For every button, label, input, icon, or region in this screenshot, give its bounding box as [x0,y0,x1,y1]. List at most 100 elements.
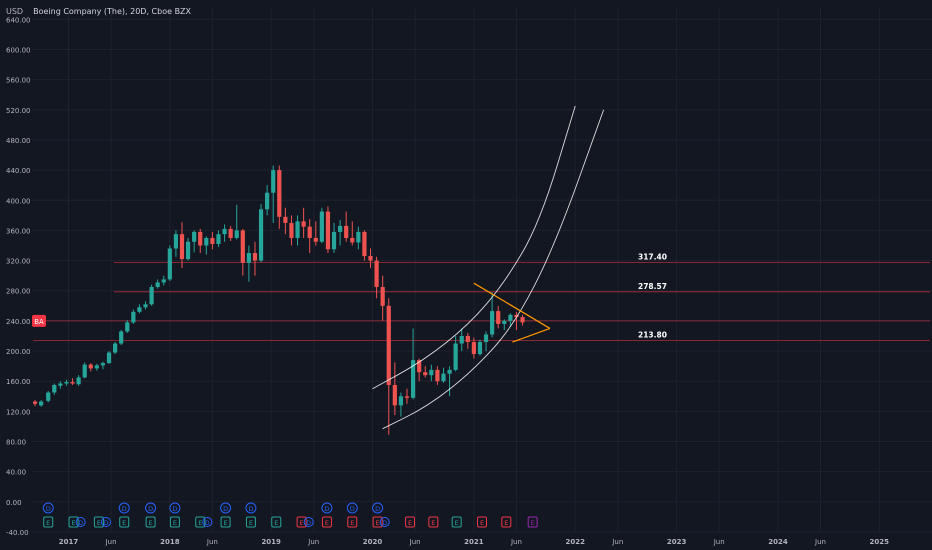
dividend-marker [42,502,54,514]
earnings-marker [347,516,358,528]
level-label: 213.80 [638,331,667,340]
triangle-trendline [473,282,551,329]
y-tick-label: 520.00 [6,107,31,115]
candle-body [265,192,270,210]
earnings-marker [527,516,538,528]
earnings-marker-label: E [431,519,435,527]
x-tick-label: Jun [206,538,218,546]
x-tick-label: 2024 [768,538,788,546]
candle-body [106,352,112,364]
earnings-marker [372,516,383,528]
y-tick-label: 240.00 [6,318,31,326]
earnings-marker-label: E [455,519,459,527]
candle-body [392,384,397,406]
dividend-marker-label: D [148,505,153,513]
y-tick-label: -40.00 [6,529,29,537]
candle-body [82,364,87,378]
candle-body [234,230,239,238]
candle-body [161,279,166,283]
x-tick-label: Jun [510,538,522,546]
dividend-marker-label: D [223,505,228,513]
earnings-marker [68,516,79,528]
candle-body [252,253,258,261]
dividend-marker [220,502,232,514]
chart-header: USD Boeing Company (The), 20D, Cboe BZX [0,0,191,22]
earnings-marker [43,516,54,528]
dividend-marker-label: D [382,520,387,527]
dividend-marker-label: D [350,505,355,513]
candle-body [46,392,51,401]
earnings-marker-label: E [149,519,153,527]
candle-body [483,334,489,343]
dividend-marker [303,517,314,527]
symbol-title[interactable]: Boeing Company (The), 20D, Cboe BZX [33,6,192,16]
y-tick-label: 560.00 [6,77,31,85]
candle-body [338,225,343,232]
dividend-marker [245,502,257,514]
candle-body [325,211,331,250]
price-label-badge [32,314,46,327]
dividend-marker-label: D [205,520,210,527]
parabolic-curve [372,105,576,390]
earnings-marker [245,516,256,528]
candle-body [417,360,422,373]
candle-body [514,314,519,318]
candle-body [398,396,404,406]
dividend-marker-label: D [78,520,83,527]
triangle-trendline [512,327,551,343]
candle-body [64,381,69,384]
candle-body [410,360,416,398]
candle-body [350,237,355,243]
candle-body [289,222,294,238]
candle-body [344,225,349,238]
candle-body [331,231,337,250]
dividend-marker [379,517,390,527]
candle-body [471,342,476,355]
dividend-marker-label: D [324,505,329,513]
currency-label[interactable]: USD [6,6,24,16]
candle-body [100,363,106,366]
candle-body [137,307,142,312]
x-tick-label: Jun [814,538,826,546]
earnings-marker-label: E [71,519,75,527]
x-tick-label: 2021 [464,538,484,546]
earnings-marker-label: E [224,519,228,527]
earnings-marker-label: E [300,519,304,527]
candle-body [435,369,440,382]
y-tick-label: 480.00 [6,137,31,145]
y-tick-label: 440.00 [6,167,31,175]
dividend-marker [169,502,181,514]
candle-body [179,234,185,260]
candle-body [356,231,361,243]
candle-body [502,320,507,324]
candle-body [386,305,391,385]
candle-body [490,311,495,335]
dividend-marker-label: D [248,505,253,513]
candle-body [192,231,197,242]
earnings-marker-label: E [274,519,278,527]
earnings-marker [93,516,104,528]
candle-body [125,322,130,332]
candle-body [313,237,318,242]
y-tick-label: 640.00 [6,16,31,24]
y-tick-label: 320.00 [6,258,31,266]
earnings-marker [501,516,512,528]
candle-body [301,221,306,227]
y-tick-label: 280.00 [6,288,31,296]
earnings-marker [119,516,130,528]
dividend-marker-label: D [306,520,311,527]
candle-body [459,335,464,344]
x-tick-label: Jun [105,538,117,546]
candle-body [453,343,458,370]
candle-body [496,311,501,324]
candle-body [447,369,452,374]
candle-body [167,248,172,280]
candle-body [143,304,148,308]
y-tick-label: 360.00 [6,227,31,235]
candle-body [113,343,118,353]
candle-body [32,401,38,404]
candle-body [228,228,233,238]
dividend-marker-label: D [104,520,109,527]
dividend-marker [321,502,333,514]
